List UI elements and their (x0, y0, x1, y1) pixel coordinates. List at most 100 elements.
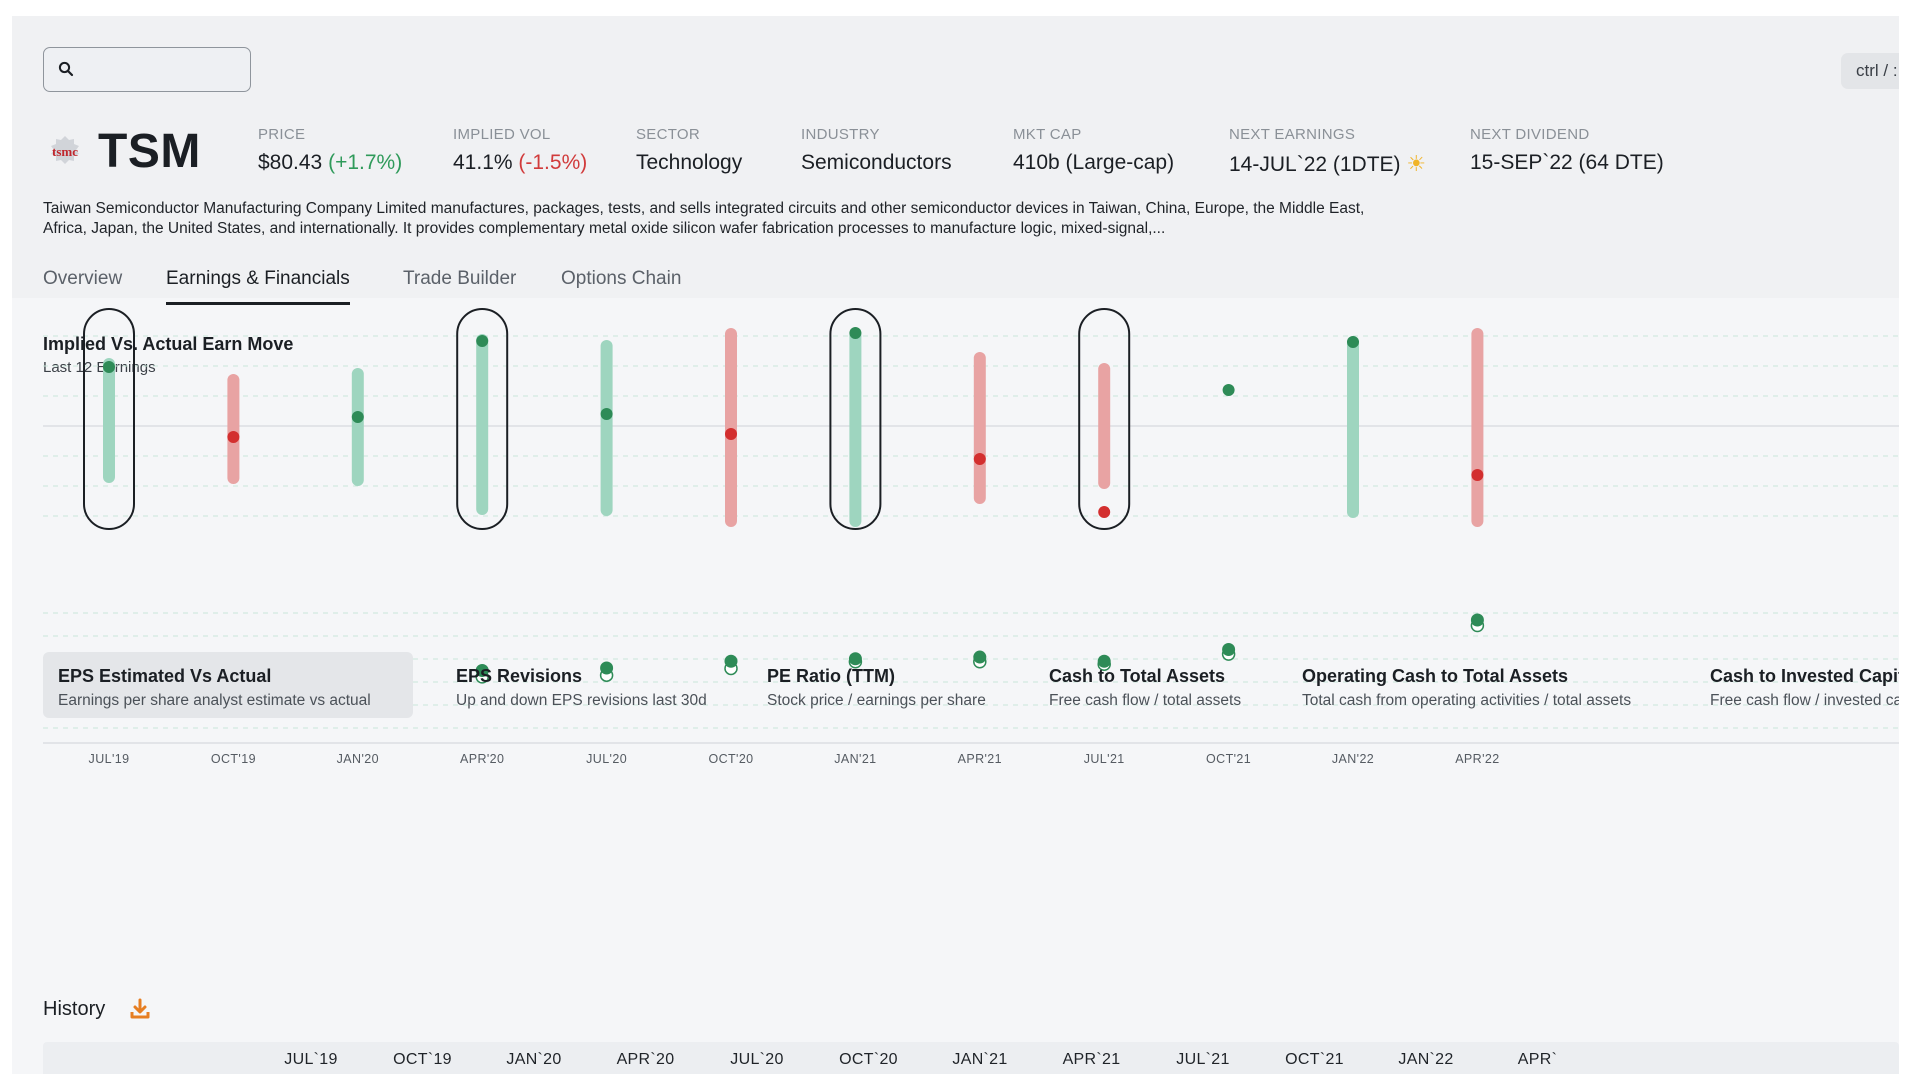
metric-subtitle: Up and down EPS revisions last 30d (456, 692, 707, 709)
metric-title: EPS Revisions (456, 666, 583, 686)
ticker-symbol: TSM (98, 125, 201, 178)
outside-range-highlight (829, 308, 882, 530)
tab-trade-builder[interactable]: Trade Builder (403, 268, 516, 290)
search-icon (58, 61, 74, 77)
price-value: $80.43 (258, 151, 323, 174)
earn-move-chart-title: Implied Vs. Actual Earn Move (43, 334, 294, 354)
market-cap-value: 410b (Large-cap) (1013, 151, 1175, 174)
history-column-header: APR`20 (616, 1051, 675, 1068)
history-column-header: JUL`20 (730, 1051, 784, 1068)
logo-text: tsmc (52, 144, 78, 159)
tab-label: Earnings & Financials (166, 268, 350, 289)
outside-range-highlight (456, 308, 509, 530)
iv-value: 41.1% (453, 151, 513, 174)
metric-title: Cash to Invested Capital (1710, 666, 1899, 686)
app-window: ctrl / : tsmc TSM PRICE $80.43 (+1.7%) I… (12, 16, 1899, 1074)
stat-label: PRICE (258, 126, 306, 143)
outside-range-highlight (83, 308, 135, 530)
tab-label: Options Chain (561, 268, 682, 289)
actual-move-dot (849, 327, 862, 339)
history-header-row (43, 1042, 1899, 1074)
next-dividend-value: 15-SEP`22 (64 DTE) (1470, 151, 1664, 174)
outside-range-highlight (1078, 308, 1131, 530)
history-column-header: JAN`21 (952, 1051, 1008, 1068)
metric-title: Operating Cash to Total Assets (1302, 666, 1569, 686)
earn-move-chart-subtitle: Last 12 Earnings (43, 359, 156, 376)
history-column-header: APR`21 (1062, 1051, 1121, 1068)
stat-label: IMPLIED VOL (453, 126, 551, 143)
history-column-header: OCT`19 (393, 1051, 452, 1068)
next-earnings-value: 14-JUL`22 (1DTE) (1229, 153, 1401, 176)
metric-eps-estimated-vs-actual[interactable]: EPS Estimated Vs Actual Earnings per sha… (43, 652, 413, 718)
metric-subtitle: Total cash from operating activities / t… (1302, 692, 1632, 709)
metric-title: Cash to Total Assets (1049, 666, 1226, 686)
history-column-header: OCT`21 (1285, 1051, 1344, 1068)
x-tick-label: OCT'21 (1206, 752, 1252, 766)
stat-label: INDUSTRY (801, 126, 880, 143)
stat-sector: SECTOR Technology (636, 126, 742, 175)
search-input[interactable] (43, 47, 251, 92)
x-tick-label: APR'20 (459, 752, 505, 766)
active-tab-indicator (166, 302, 350, 305)
x-tick-label: OCT'19 (210, 752, 256, 766)
industry-value: Semiconductors (801, 151, 952, 174)
sun-icon: ☀ (1406, 151, 1427, 176)
actual-move-dot (227, 431, 240, 443)
history-title: History (43, 998, 106, 1020)
keyboard-shortcut-hint[interactable]: ctrl / : (1841, 53, 1899, 89)
actual-move-dot (1222, 384, 1235, 396)
metric-eps-revisions[interactable]: EPS Revisions Up and down EPS revisions … (441, 652, 722, 718)
header: ctrl / : tsmc TSM PRICE $80.43 (+1.7%) I… (12, 16, 1899, 305)
stat-label: NEXT EARNINGS (1229, 126, 1356, 143)
history-column-header: JUL`21 (1176, 1051, 1230, 1068)
metric-subtitle: Free cash flow / invested capital (1710, 692, 1899, 709)
stat-price: PRICE $80.43 (+1.7%) (258, 126, 402, 175)
stat-implied-vol: IMPLIED VOL 41.1% (-1.5%) (453, 126, 587, 175)
x-tick-label: APR'22 (1455, 752, 1500, 766)
history-column-header: JUL`19 (284, 1051, 338, 1068)
stat-industry: INDUSTRY Semiconductors (801, 126, 952, 175)
company-logo: tsmc (51, 136, 79, 164)
stat-next-dividend: NEXT DIVIDEND 15-SEP`22 (64 DTE) (1470, 126, 1664, 175)
history-column-header: APR` (1517, 1051, 1558, 1068)
metric-pe-ratio[interactable]: PE Ratio (TTM) Stock price / earnings pe… (752, 652, 1001, 718)
eps-actual-dot (724, 654, 738, 668)
actual-move-dot (1471, 469, 1484, 481)
stat-market-cap: MKT CAP 410b (Large-cap) (1013, 126, 1174, 175)
eps-actual-dot (1097, 654, 1111, 668)
eps-actual-dot (600, 661, 614, 675)
tab-label: Overview (43, 268, 123, 289)
actual-move-dot (1098, 506, 1111, 518)
x-tick-label: APR'21 (957, 752, 1002, 766)
metric-cash-to-total-assets[interactable]: Cash to Total Assets Free cash flow / to… (1034, 652, 1256, 718)
actual-move-dot (600, 408, 613, 420)
price-change: (+1.7%) (328, 151, 403, 174)
actual-move-dot (1347, 336, 1359, 348)
tab-overview[interactable]: Overview (43, 268, 122, 290)
actual-move-dot (351, 411, 364, 423)
history-column-header: JAN`20 (506, 1051, 562, 1068)
x-tick-label: OCT'20 (708, 752, 754, 766)
metric-subtitle: Stock price / earnings per share (767, 692, 986, 709)
x-tick-label: JAN'21 (834, 752, 877, 766)
iv-change: (-1.5%) (518, 151, 588, 174)
tab-earnings-financials[interactable]: Earnings & Financials (166, 268, 350, 305)
metric-subtitle: Earnings per share analyst estimate vs a… (58, 692, 371, 709)
metric-cash-to-invested-capital[interactable]: Cash to Invested Capital Free cash flow … (1695, 652, 1899, 718)
eps-actual-dot (1470, 613, 1484, 627)
history-column-header: JAN`22 (1398, 1051, 1454, 1068)
download-icon[interactable] (130, 998, 150, 1020)
metric-title: PE Ratio (TTM) (767, 666, 895, 686)
actual-move-dot (103, 361, 115, 373)
eps-actual-dot (973, 650, 987, 664)
sector-value: Technology (636, 151, 743, 174)
eps-actual-dot (848, 652, 862, 666)
x-tick-label: JUL'20 (586, 752, 628, 766)
metric-operating-cash-to-total-assets[interactable]: Operating Cash to Total Assets Total cas… (1287, 652, 1646, 718)
actual-move-dot (973, 453, 986, 465)
company-description: Taiwan Semiconductor Manufacturing Compa… (43, 200, 1365, 237)
metric-title: EPS Estimated Vs Actual (58, 666, 272, 686)
eps-actual-dot (475, 664, 489, 678)
metric-subtitle: Free cash flow / total assets (1049, 692, 1242, 709)
tab-options-chain[interactable]: Options Chain (561, 268, 681, 290)
